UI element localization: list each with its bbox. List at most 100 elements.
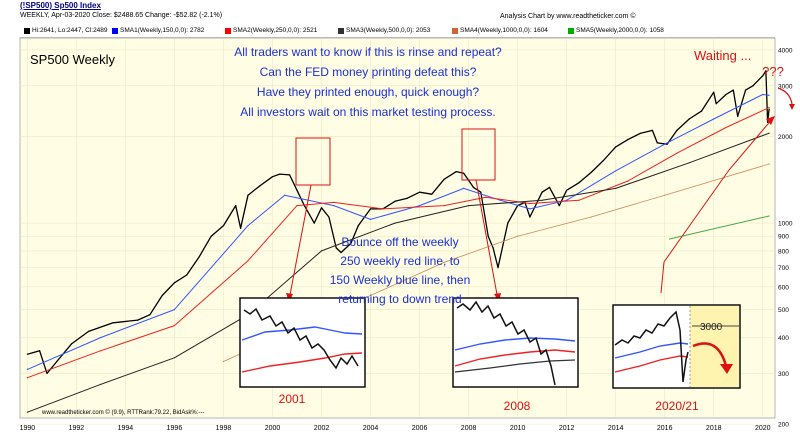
data-point — [357, 225, 359, 227]
data-point — [394, 222, 396, 224]
data-point — [313, 222, 315, 224]
arrowhead-2008 — [494, 293, 501, 302]
data-point — [725, 93, 727, 96]
x-tick-label: 2008 — [461, 425, 477, 432]
data-point — [627, 180, 629, 182]
x-tick-label: 2004 — [363, 425, 379, 432]
data-point — [715, 103, 717, 105]
legend-item-sma250: SMA2(Weekly,250,0,0): 2521 — [225, 27, 317, 34]
x-tick-label: 1994 — [118, 425, 134, 432]
data-point — [639, 132, 641, 134]
chart-symbol-link[interactable]: (!SP500) Sp500 Index — [20, 1, 101, 10]
data-point — [517, 205, 519, 207]
data-point — [173, 325, 175, 327]
data-point — [752, 85, 754, 87]
question-line: All traders want to know if this is rins… — [234, 45, 502, 59]
data-point — [745, 89, 747, 91]
legend-swatch — [452, 27, 458, 34]
inset-price — [614, 310, 689, 383]
data-point — [529, 216, 531, 218]
data-point — [566, 199, 568, 201]
data-point — [768, 132, 770, 134]
data-point — [499, 199, 502, 201]
data-point — [100, 383, 102, 385]
data-point — [548, 186, 551, 188]
data-point — [382, 208, 384, 210]
y-tick-label: 1000 — [778, 221, 793, 228]
y-tick-label: 800 — [778, 248, 789, 255]
data-point — [676, 152, 678, 154]
bounce-line: 250 weekly red line, to — [340, 254, 460, 268]
data-point — [487, 235, 489, 237]
data-point — [602, 159, 605, 162]
x-tick-label: 1992 — [69, 425, 85, 432]
x-tick-label: 1996 — [167, 425, 183, 432]
data-point — [558, 205, 560, 207]
data-point — [688, 118, 690, 120]
data-point — [406, 197, 408, 199]
data-point — [443, 261, 445, 263]
data-point — [247, 314, 249, 316]
series-sma2000 — [669, 215, 770, 240]
data-point — [100, 350, 102, 352]
data-point — [284, 194, 286, 196]
data-point — [468, 205, 470, 207]
inset-frame — [612, 304, 741, 389]
data-point — [768, 108, 770, 110]
inset-sma150 — [241, 326, 363, 341]
x-tick-label: 2012 — [559, 425, 575, 432]
data-point — [669, 238, 671, 240]
y-tick-label: 3000 — [778, 83, 793, 90]
bounce-line: 150 Weekly blue line, then — [330, 273, 471, 287]
bounce-line: returning to down trend — [338, 292, 461, 306]
data-point — [247, 225, 249, 227]
data-point — [222, 225, 225, 227]
data-point — [463, 172, 465, 174]
arrow-2008 — [475, 179, 499, 301]
data-point — [578, 182, 580, 184]
waiting-label: Waiting ... — [694, 48, 751, 63]
data-point — [529, 208, 531, 210]
data-point — [56, 360, 58, 363]
y-tick-label: 600 — [778, 284, 789, 291]
data-point — [369, 218, 372, 220]
inset-2008 — [452, 297, 579, 388]
x-tick-label: 2010 — [510, 425, 526, 432]
data-point — [497, 267, 499, 269]
x-tick-label: 2006 — [412, 425, 428, 432]
x-tick-label: 2000 — [265, 425, 281, 432]
data-point — [235, 205, 237, 207]
series-group — [26, 70, 770, 413]
inset-sma250 — [454, 349, 576, 367]
data-point — [296, 327, 298, 330]
legend-item-sma150: SMA1(Weekly,150,0,0): 2782 — [112, 27, 204, 34]
data-point — [369, 294, 372, 297]
data-point — [767, 121, 769, 123]
plot-area — [19, 37, 776, 419]
x-axis: 1990 1992 1994 1996 1998 2000 2002 2004 2006 2008… — [20, 425, 771, 432]
data-point — [664, 194, 666, 196]
data-point — [26, 411, 28, 413]
inset-sma150 — [454, 337, 576, 351]
x-tick-label: 2020 — [755, 425, 771, 432]
arrow-2020 — [660, 117, 774, 294]
data-point — [320, 250, 323, 252]
question-marks: ??? — [762, 64, 784, 79]
data-point — [765, 70, 767, 72]
bounce-line: Bounce off the weekly — [341, 235, 458, 249]
data-point — [296, 189, 298, 191]
data-point — [198, 256, 200, 258]
source-credit: Analysis Chart by www.readtheticker.com … — [500, 13, 636, 20]
x-tick-label: 2016 — [657, 425, 673, 432]
data-point — [688, 162, 690, 164]
quote-info: WEEKLY, Apr-03-2020 Close: $2488.65 Chan… — [20, 12, 223, 19]
data-point — [656, 142, 658, 144]
inset-sma250 — [614, 355, 689, 373]
data-point — [768, 94, 770, 96]
inset-shaded-zone — [690, 306, 739, 387]
data-point — [259, 185, 261, 187]
data-point — [369, 208, 372, 210]
data-point — [651, 129, 654, 131]
data-point — [320, 207, 323, 209]
y-tick-label: 400 — [778, 335, 789, 342]
